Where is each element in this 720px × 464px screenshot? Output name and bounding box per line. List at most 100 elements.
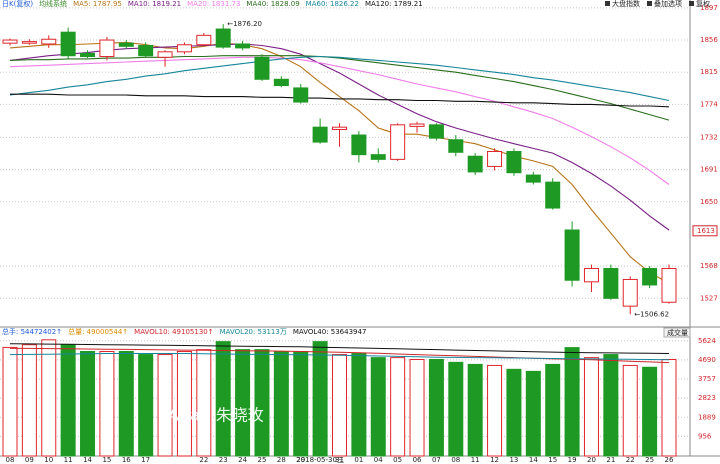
candle-body bbox=[273, 78, 289, 87]
volume-header: 总手: 54472402↑ bbox=[2, 327, 62, 336]
y-tick-label: 1897 bbox=[700, 4, 718, 12]
toolbar-button[interactable]: 大盘指数 bbox=[612, 0, 640, 8]
y-tick-label: 2823 bbox=[698, 394, 716, 402]
volume-bar bbox=[448, 361, 464, 457]
x-tick-label: 28 bbox=[277, 456, 286, 464]
volume-button-box[interactable] bbox=[663, 327, 691, 338]
x-tick-label: 14 bbox=[83, 456, 92, 464]
volume-bar bbox=[99, 350, 115, 457]
legend-entry: MA120: 1789.21 bbox=[365, 0, 423, 8]
x-tick-label: 06 bbox=[413, 456, 422, 464]
ma-line bbox=[9, 43, 670, 231]
x-tick-label: 2018-05-30三 bbox=[296, 456, 344, 464]
x-tick-label: 13 bbox=[509, 456, 518, 464]
volume-bar bbox=[176, 350, 192, 457]
volume-bar bbox=[157, 354, 173, 457]
candle-body bbox=[428, 124, 444, 139]
candle-body bbox=[80, 52, 96, 58]
x-tick-label: 08 bbox=[451, 456, 460, 464]
volume-bar bbox=[138, 354, 154, 457]
volume-button[interactable]: 成交量 bbox=[667, 328, 688, 337]
candle-body bbox=[60, 31, 76, 57]
candle-body bbox=[215, 28, 231, 48]
x-tick-label: 05 bbox=[393, 456, 402, 464]
volume-bar bbox=[525, 370, 541, 457]
annotation: ←1876.20 bbox=[227, 20, 262, 28]
x-tick-label: 21 bbox=[606, 456, 615, 464]
annotation: ←1506.62 bbox=[634, 310, 669, 318]
volume-bar bbox=[661, 358, 677, 457]
candle-body bbox=[583, 267, 599, 283]
y-tick-label: 1650 bbox=[700, 198, 718, 206]
x-tick-label: 10 bbox=[44, 456, 53, 464]
toolbar-icon[interactable] bbox=[647, 1, 652, 6]
x-tick-label: 01 bbox=[354, 456, 363, 464]
candle-body bbox=[235, 43, 251, 49]
candle-body bbox=[545, 181, 561, 209]
y-tick-label: 1889 bbox=[698, 413, 716, 421]
price-marker-box bbox=[692, 225, 718, 237]
x-tick-label: 09 bbox=[25, 456, 34, 464]
x-tick-label: 23 bbox=[219, 456, 228, 464]
volume-bar bbox=[370, 357, 386, 457]
watermark: Aria - 朱晓玫 bbox=[168, 406, 264, 425]
legend-entry: MA5: 1787.95 bbox=[73, 0, 122, 8]
vol-ma-line bbox=[9, 353, 670, 361]
toolbar-button[interactable]: 复权 bbox=[696, 0, 710, 8]
candle-body bbox=[622, 278, 638, 307]
x-tick-label: 17 bbox=[141, 456, 150, 464]
toolbar-icon[interactable] bbox=[689, 1, 694, 6]
chart-title: 日K(复权) bbox=[2, 0, 33, 8]
volume-header: 总量: 49000544↑ bbox=[68, 327, 128, 336]
legend-entry: MAVOL10: 49105130↑ bbox=[134, 328, 213, 336]
candle-body bbox=[138, 45, 154, 57]
legend-entry: MA20: 1831.73 bbox=[187, 0, 240, 8]
candle-body bbox=[2, 39, 18, 44]
candle-body bbox=[332, 126, 347, 131]
y-tick-label: 1774 bbox=[700, 100, 718, 108]
volume-bar bbox=[235, 349, 251, 457]
x-tick-label: 29 bbox=[296, 456, 305, 464]
volume-bar bbox=[506, 368, 522, 457]
y-tick-label: 5624 bbox=[698, 337, 716, 345]
y-tick-label: 1527 bbox=[700, 294, 718, 302]
x-tick-label: 15 bbox=[548, 456, 557, 464]
x-tick-label: 19 bbox=[568, 456, 577, 464]
toolbar-button[interactable]: 叠加选项 bbox=[654, 0, 682, 8]
volume-bar bbox=[583, 357, 599, 457]
legend-entry: MA60: 1826.22 bbox=[306, 0, 359, 8]
legend-entry: MA10: 1819.21 bbox=[128, 0, 181, 8]
price-marker-label: 1613 bbox=[697, 227, 715, 235]
x-tick-label: 04 bbox=[374, 456, 383, 464]
x-tick-label: 07 bbox=[432, 456, 441, 464]
vol-ma-line bbox=[9, 343, 670, 354]
candle-body bbox=[370, 154, 386, 160]
volume-bar bbox=[293, 350, 309, 457]
legend-entry: MAVOL20: 53113万 bbox=[220, 328, 287, 336]
x-tick-label: 22 bbox=[199, 456, 208, 464]
ma-line bbox=[10, 93, 670, 108]
y-tick-label: 1815 bbox=[700, 68, 718, 76]
volume-bar bbox=[428, 358, 444, 457]
volume-bar bbox=[487, 364, 503, 457]
x-tick-label: 20 bbox=[587, 456, 596, 464]
volume-bar bbox=[80, 350, 96, 457]
candle-body bbox=[448, 139, 464, 153]
candle-body bbox=[41, 38, 57, 45]
candle-body bbox=[351, 134, 367, 156]
volume-bar bbox=[622, 364, 638, 457]
x-tick-label: 16 bbox=[122, 456, 131, 464]
x-tick-label: 15 bbox=[102, 456, 111, 464]
x-tick-label: 12 bbox=[490, 456, 499, 464]
candle-body bbox=[642, 267, 658, 286]
volume-bar bbox=[21, 344, 37, 457]
volume-bar bbox=[409, 358, 425, 457]
candle-body bbox=[390, 124, 406, 160]
toolbar-icon[interactable] bbox=[605, 1, 610, 6]
volume-bar bbox=[642, 366, 658, 457]
x-tick-label: 22 bbox=[626, 456, 635, 464]
volume-bar bbox=[332, 354, 347, 457]
y-tick-label: 3757 bbox=[698, 375, 716, 383]
y-tick-label: 956 bbox=[698, 432, 712, 440]
